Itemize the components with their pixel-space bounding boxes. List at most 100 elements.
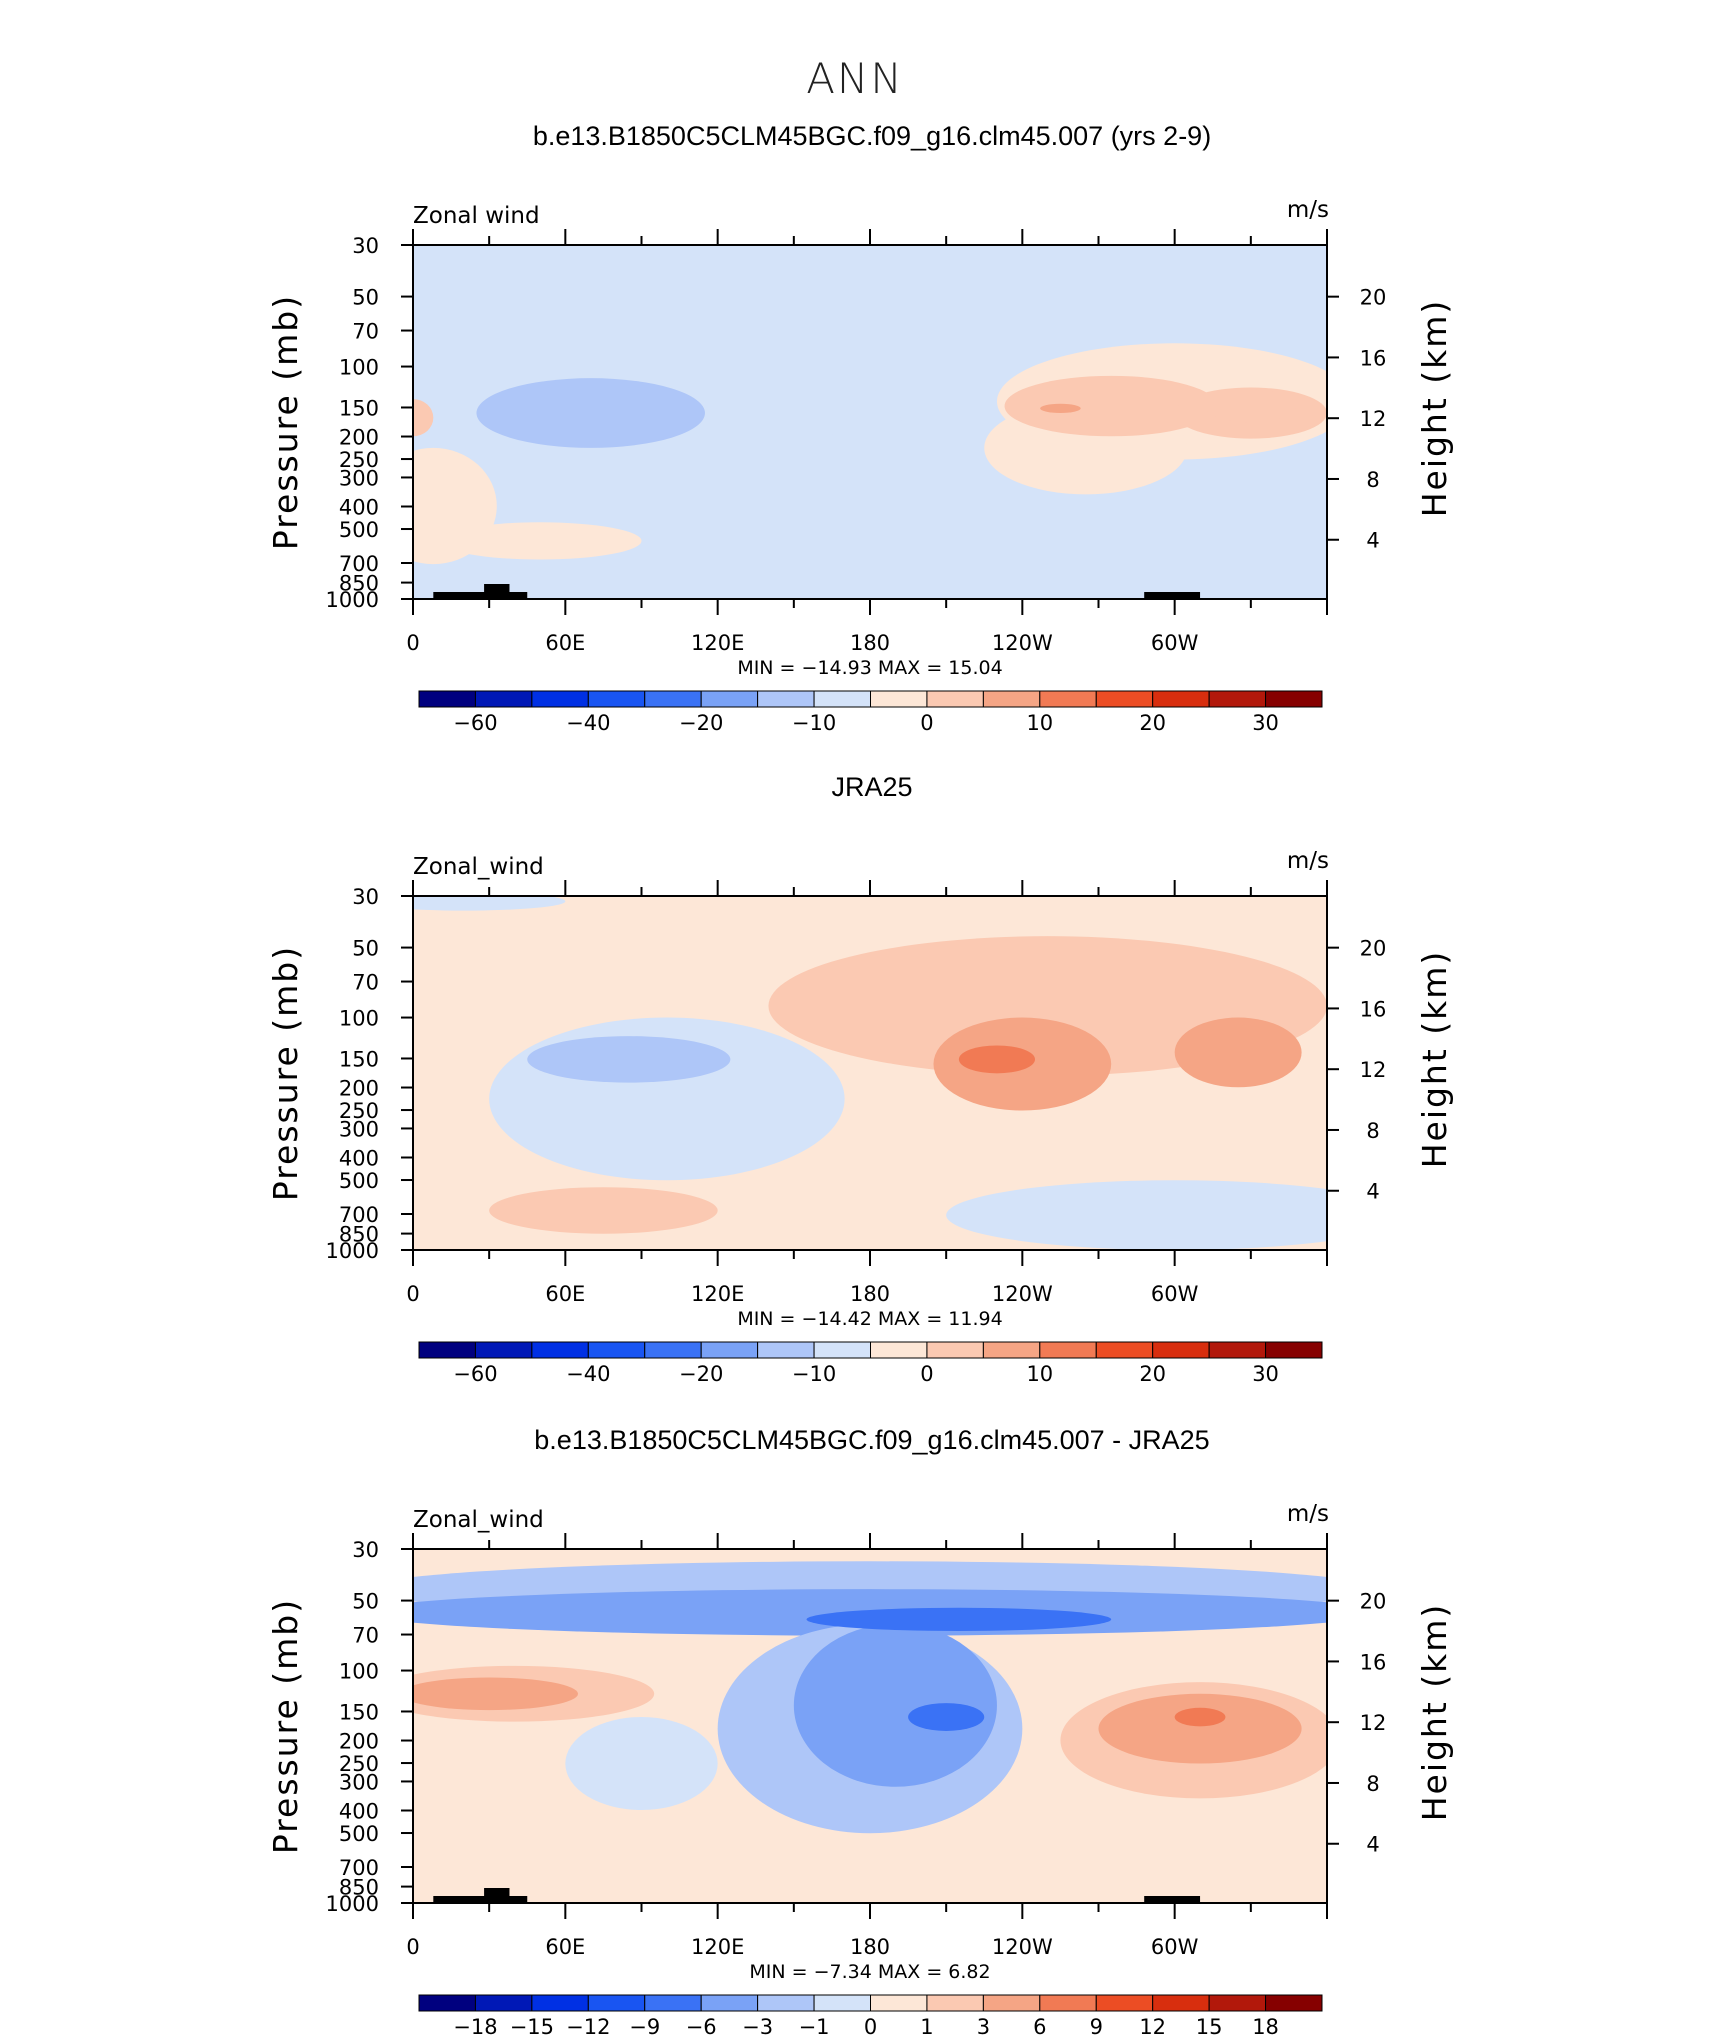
y-axis-title: Pressure (mb)	[266, 945, 305, 1201]
colorbar-swatch	[700, 690, 759, 708]
field-contours	[413, 343, 1327, 599]
colorbar-swatch	[1152, 1341, 1210, 1359]
contour-region	[476, 378, 705, 448]
y-tick-label: 50	[352, 286, 379, 310]
variable-label: Zonal wind	[413, 203, 540, 229]
y-tick-label: 850	[339, 572, 379, 596]
colorbar-label: 12	[1139, 2015, 1166, 2038]
colorbar-swatch	[644, 1994, 702, 2012]
colorbar-swatch	[531, 1341, 589, 1359]
y-tick-label: 250	[339, 1752, 379, 1776]
colorbar-label: −12	[566, 2015, 610, 2038]
contour-region	[819, 389, 921, 599]
x-tick-label: 120E	[691, 1935, 744, 1959]
colorbar-swatch	[587, 1341, 646, 1359]
panels: b.e13.B1850C5CLM45BGC.f09_g16.clm45.007 …	[266, 121, 1454, 2038]
colorbar-swatch	[700, 1341, 759, 1359]
contour-region	[565, 1717, 718, 1811]
colorbar-label: 20	[1139, 711, 1166, 735]
contour-region	[438, 522, 642, 560]
y-tick-label: 300	[339, 1770, 379, 1794]
contour-region	[1174, 1017, 1302, 1088]
y2-axis-title: Height (km)	[1415, 1603, 1454, 1822]
contour-region	[1040, 403, 1081, 414]
colorbar-swatch	[531, 690, 589, 708]
contour-region	[1205, 389, 1297, 423]
colorbar-swatch	[587, 1994, 646, 2012]
y-tick-label: 50	[352, 1590, 379, 1614]
y-tick-label: 400	[339, 1799, 379, 1823]
min-max-stats: MIN = −14.93 MAX = 15.04	[737, 657, 1002, 679]
colorbar-label: 30	[1252, 711, 1279, 735]
colorbar-label: 10	[1026, 711, 1053, 735]
contour-region	[1098, 1693, 1302, 1764]
colorbar-swatch	[813, 1341, 871, 1359]
colorbar-swatch	[1039, 1994, 1097, 2012]
colorbar-swatch	[982, 1341, 1041, 1359]
colorbar-label: 10	[1026, 1362, 1053, 1386]
colorbar-swatch	[644, 690, 702, 708]
x-tick-label: 180	[850, 1282, 890, 1306]
colorbar-swatch	[474, 1341, 533, 1359]
colorbar-label: −10	[792, 1362, 836, 1386]
y2-axis-title: Height (km)	[1415, 299, 1454, 518]
colorbar-swatch	[813, 1994, 871, 2012]
y-tick-label: 30	[352, 1538, 379, 1562]
contour-region	[489, 1187, 718, 1234]
field-contours	[413, 896, 1327, 1250]
y2-tick-label: 20	[1360, 1590, 1387, 1614]
y-tick-label: 250	[339, 1099, 379, 1123]
y-tick-label: 30	[352, 234, 379, 258]
y-tick-label: 30	[352, 885, 379, 909]
y-tick-label: 200	[339, 426, 379, 450]
contour-region	[413, 896, 566, 911]
y2-tick-label: 20	[1360, 286, 1387, 310]
colorbar-label: 6	[1033, 2015, 1046, 2038]
colorbar-swatch	[1152, 690, 1210, 708]
colorbar-label: −20	[679, 1362, 723, 1386]
colorbar-swatch	[474, 690, 533, 708]
y-tick-label: 100	[339, 356, 379, 380]
topography-andes	[1144, 592, 1201, 599]
y-tick-label: 70	[352, 971, 379, 995]
colorbar-label: −40	[566, 1362, 610, 1386]
y-axis-title: Pressure (mb)	[266, 1598, 305, 1854]
y-tick-label: 400	[339, 1146, 379, 1170]
colorbar-swatch	[1265, 690, 1323, 708]
panel-title: b.e13.B1850C5CLM45BGC.f09_g16.clm45.007 …	[534, 1425, 1209, 1455]
colorbar-swatch	[1095, 1341, 1154, 1359]
colorbar-label: −60	[453, 1362, 497, 1386]
colorbar-label: −9	[629, 2015, 660, 2038]
colorbar-swatch	[757, 1341, 815, 1359]
topography-andes	[1144, 1896, 1201, 1903]
y-tick-label: 300	[339, 466, 379, 490]
variable-label: Zonal_wind	[413, 854, 544, 880]
colorbar-label: 1	[920, 2015, 933, 2038]
colorbar-label: −20	[679, 711, 723, 735]
colorbar-label: −1	[799, 2015, 830, 2038]
y2-axis-title: Height (km)	[1415, 950, 1454, 1169]
colorbar-label: 30	[1252, 1362, 1279, 1386]
contour-region	[806, 1607, 1112, 1632]
colorbar-swatch	[982, 690, 1041, 708]
y-tick-label: 500	[339, 518, 379, 542]
contour-region	[958, 1045, 1036, 1074]
colorbar-label: 15	[1196, 2015, 1223, 2038]
colorbar-label: −6	[686, 2015, 717, 2038]
y-tick-label: 300	[339, 1117, 379, 1141]
colorbar-swatch	[644, 1341, 702, 1359]
y2-tick-label: 4	[1366, 1833, 1379, 1857]
variable-label: Zonal_wind	[413, 1507, 544, 1533]
y2-tick-label: 8	[1366, 468, 1379, 492]
y-tick-label: 100	[339, 1660, 379, 1684]
x-tick-label: 0	[406, 1935, 419, 1959]
y2-tick-label: 16	[1360, 1650, 1387, 1674]
y-axis-title: Pressure (mb)	[266, 294, 305, 550]
x-tick-label: 60W	[1151, 1282, 1199, 1306]
x-tick-label: 180	[850, 1935, 890, 1959]
colorbar-label: 20	[1139, 1362, 1166, 1386]
colorbar-swatch	[870, 1994, 928, 2012]
colorbar-swatch	[1265, 1341, 1323, 1359]
